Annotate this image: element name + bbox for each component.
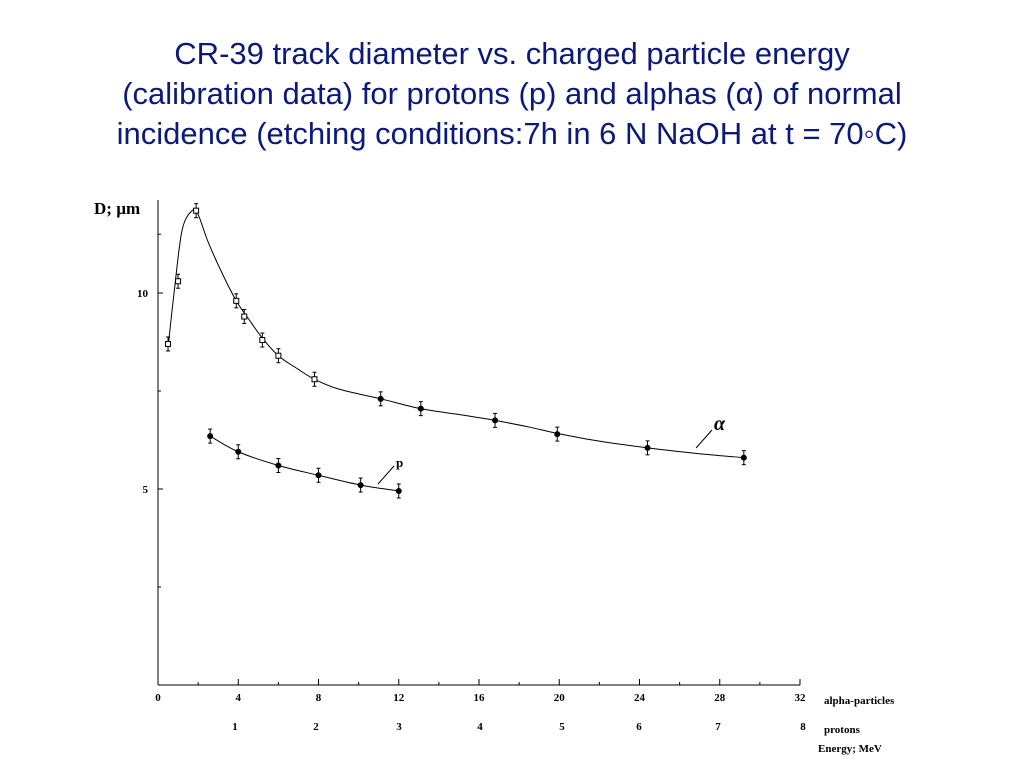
chart-points bbox=[165, 203, 747, 499]
alpha-square-point bbox=[259, 337, 266, 344]
proton-curve-label: p bbox=[396, 455, 403, 470]
alpha-label-leader bbox=[695, 429, 713, 449]
alpha-curve bbox=[167, 208, 744, 459]
alpha-square-point bbox=[311, 376, 318, 383]
x-axis-label: Energy; MeV bbox=[818, 743, 882, 755]
alpha-curve-label: α bbox=[714, 413, 726, 435]
proton-point bbox=[395, 487, 402, 494]
y-axis-label: D; µm bbox=[94, 199, 140, 218]
title-line-3: incidence (etching conditions:7h in 6 N … bbox=[116, 116, 908, 151]
proton-tick-label: 1 bbox=[232, 721, 238, 733]
proton-tick-label: 8 bbox=[800, 721, 806, 733]
slide-title: CR-39 track diameter vs. charged particl… bbox=[0, 34, 1024, 154]
alpha-tick-label: 8 bbox=[316, 692, 322, 704]
alpha-circle-point bbox=[417, 405, 424, 412]
chart-curves: αp bbox=[167, 208, 744, 492]
alpha-circle-point bbox=[554, 431, 561, 438]
proton-tick-label: 3 bbox=[396, 721, 402, 733]
alpha-circle-point bbox=[492, 417, 499, 424]
title-line-2: (calibration data) for protons (p) and a… bbox=[122, 76, 902, 111]
alpha-square-point bbox=[165, 340, 172, 347]
alpha-circle-point bbox=[740, 454, 747, 461]
proton-point bbox=[357, 482, 364, 489]
alpha-circle-point bbox=[644, 444, 651, 451]
alpha-square-point bbox=[275, 352, 282, 359]
proton-curve bbox=[209, 435, 399, 492]
proton-point bbox=[315, 472, 322, 479]
proton-tick-label: 5 bbox=[559, 721, 565, 733]
alpha-axis-name: alpha-particles bbox=[824, 695, 895, 707]
alpha-tick-label: 0 bbox=[155, 692, 161, 704]
alpha-square-point bbox=[241, 313, 248, 320]
alpha-tick-label: 32 bbox=[795, 692, 807, 704]
title-line-1: CR-39 track diameter vs. charged particl… bbox=[174, 36, 850, 71]
proton-tick-label: 6 bbox=[636, 721, 642, 733]
proton-point bbox=[235, 448, 242, 455]
alpha-square-point bbox=[175, 278, 182, 285]
alpha-tick-label: 28 bbox=[714, 692, 726, 704]
y-tick-label: 10 bbox=[137, 288, 149, 300]
proton-tick-label: 7 bbox=[715, 721, 721, 733]
proton-tick-label: 4 bbox=[477, 721, 483, 733]
proton-point bbox=[275, 462, 282, 469]
alpha-tick-label: 12 bbox=[393, 692, 405, 704]
proton-tick-label: 2 bbox=[313, 721, 319, 733]
alpha-tick-label: 16 bbox=[474, 692, 486, 704]
proton-point bbox=[207, 433, 214, 440]
alpha-square-point bbox=[193, 207, 200, 214]
alpha-tick-label: 4 bbox=[236, 692, 242, 704]
alpha-tick-label: 24 bbox=[634, 692, 646, 704]
proton-axis-name: protons bbox=[824, 724, 861, 736]
alpha-circle-point bbox=[377, 395, 384, 402]
chart-labels: D; µm alpha-particles protons Energy; Me… bbox=[94, 199, 895, 755]
proton-label-leader bbox=[377, 465, 395, 485]
y-tick-label: 5 bbox=[143, 484, 149, 496]
alpha-square-point bbox=[233, 297, 240, 304]
alpha-tick-label: 20 bbox=[554, 692, 566, 704]
